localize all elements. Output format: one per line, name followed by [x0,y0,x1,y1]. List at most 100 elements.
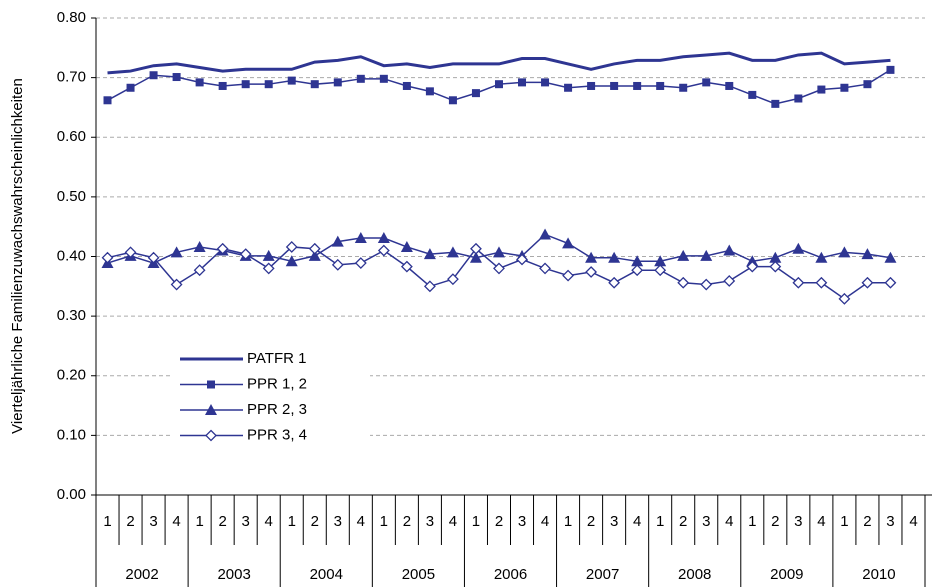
x-tick-label: 2 [863,513,871,530]
legend-marker [205,404,217,415]
x-tick-label: 1 [288,513,296,530]
data-point [470,242,482,255]
data-point [516,253,528,266]
x-tick-label: 2 [495,513,503,530]
legend-label: PPR 3, 4 [247,426,307,443]
y-tick-label: 0.30 [57,307,86,324]
data-point [700,249,713,261]
data-point [239,248,252,261]
year-label: 2010 [862,566,895,583]
data-point [884,276,897,289]
data-point [147,251,160,264]
x-tick-label: 4 [357,513,365,530]
legend-label: PATFR 1 [247,350,306,367]
x-tick-label: 4 [449,513,457,530]
x-tick-label: 2 [311,513,319,530]
data-point [677,249,690,261]
data-point [310,80,319,89]
legend-label: PPR 2, 3 [247,401,307,418]
data-point [172,73,181,82]
data-point [608,251,621,263]
data-point [610,81,619,90]
data-point [792,242,805,254]
x-tick-label: 2 [587,513,595,530]
series-line [107,51,891,75]
data-point [562,237,575,249]
data-point [492,246,505,258]
data-point [400,260,413,273]
data-point [654,255,667,267]
year-label: 2004 [310,566,343,583]
x-tick-label: 1 [840,513,848,530]
x-tick-label: 3 [242,513,250,530]
data-point [585,251,598,263]
data-point [541,78,550,87]
x-tick-label: 1 [656,513,664,530]
data-point [861,276,874,289]
data-point [794,94,803,103]
y-tick-label: 0.80 [57,9,86,26]
data-point [471,89,480,98]
data-point [400,240,413,252]
x-tick-label: 4 [633,513,641,530]
x-tick-label: 2 [126,513,134,530]
data-point [331,258,344,271]
data-point [170,246,183,258]
data-point [308,249,321,261]
data-point [287,76,296,85]
data-point [838,292,851,305]
data-point [356,74,365,83]
data-point [769,260,782,273]
data-point [884,251,897,263]
data-point [126,83,135,92]
x-tick-label: 1 [748,513,756,530]
data-point [771,99,780,108]
data-point [423,280,436,293]
data-point [216,242,229,255]
data-point [792,276,805,289]
year-label: 2006 [494,566,527,583]
x-tick-label: 3 [702,513,710,530]
data-point [494,80,503,89]
data-point [539,262,551,275]
x-tick-label: 1 [564,513,572,530]
data-point [493,262,505,275]
data-point [863,80,872,89]
legend-marker [205,429,217,442]
data-point [817,85,826,94]
data-point [193,264,206,277]
data-point [769,251,782,263]
data-point [447,273,459,286]
data-point [124,246,137,259]
x-tick-label: 4 [725,513,733,530]
data-point [748,90,757,99]
data-point [423,248,436,260]
data-point [333,78,342,87]
y-tick-label: 0.40 [57,247,86,264]
year-label: 2002 [125,566,158,583]
data-point [633,81,642,90]
x-tick-label: 3 [886,513,894,530]
data-point [448,96,457,105]
data-point [170,278,183,291]
data-point [723,275,736,287]
year-label: 2003 [217,566,250,583]
data-point [861,248,874,260]
data-point [562,269,574,282]
data-point [218,81,227,90]
data-point [608,276,621,289]
data-point [700,278,713,291]
data-point [585,266,598,278]
year-label: 2005 [402,566,435,583]
year-label: 2009 [770,566,803,583]
x-tick-label: 3 [426,513,434,530]
data-point [354,232,367,244]
data-point [656,81,665,90]
year-label: 2007 [586,566,619,583]
x-tick-label: 1 [472,513,480,530]
data-point [402,81,411,90]
x-tick-label: 4 [172,513,180,530]
x-tick-label: 2 [403,513,411,530]
data-point [815,276,828,289]
